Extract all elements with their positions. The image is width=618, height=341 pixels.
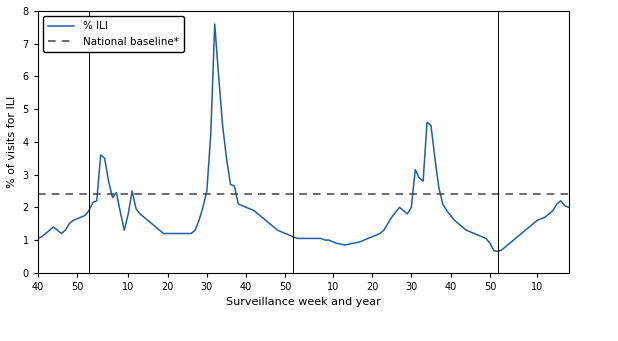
% ILI	[242, 205, 250, 209]
% ILI	[467, 230, 474, 234]
% ILI	[541, 215, 549, 219]
Y-axis label: % of visits for ILI: % of visits for ILI	[7, 96, 17, 188]
% ILI	[34, 236, 41, 240]
Legend: % ILI, National baseline*: % ILI, National baseline*	[43, 16, 184, 52]
% ILI	[494, 250, 502, 254]
National baseline*	[34, 192, 41, 196]
% ILI	[211, 22, 218, 26]
% ILI	[470, 232, 478, 236]
Line: % ILI: % ILI	[38, 24, 569, 252]
% ILI	[97, 153, 104, 157]
% ILI	[565, 205, 572, 209]
National baseline*	[38, 192, 45, 196]
% ILI	[475, 233, 482, 237]
X-axis label: Surveillance week and year: Surveillance week and year	[226, 297, 381, 307]
